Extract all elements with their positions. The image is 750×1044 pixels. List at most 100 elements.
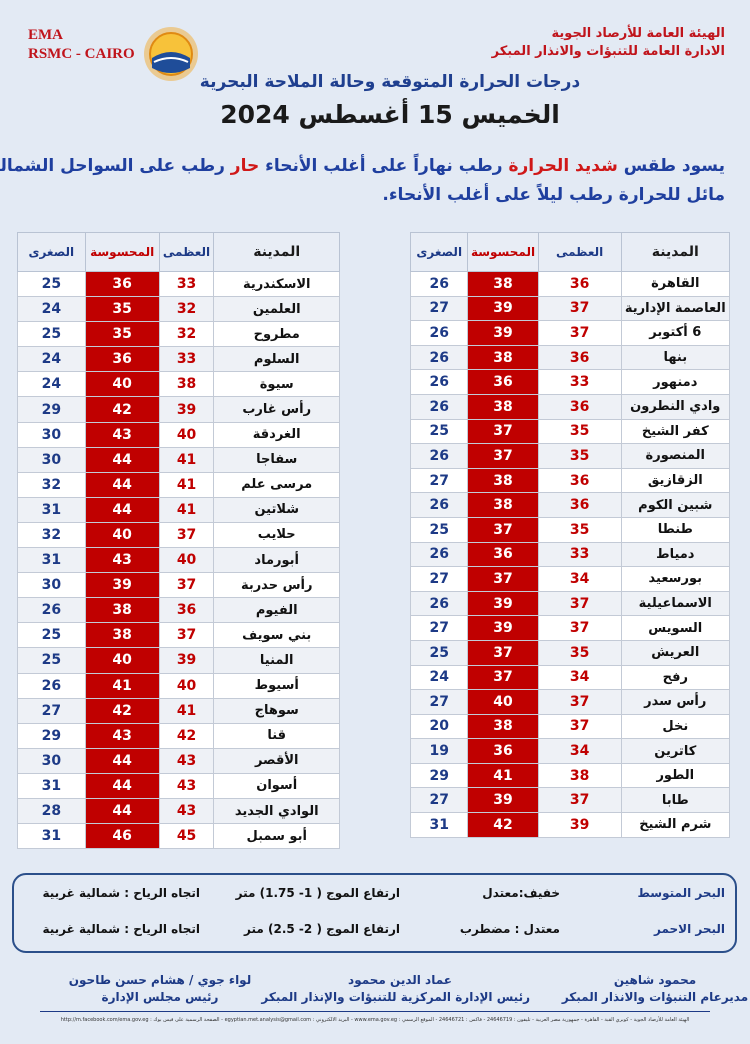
temp-cell: 44 xyxy=(84,496,160,523)
temp-cell: 25 xyxy=(17,321,86,348)
table-row: السويس 37 39 27 xyxy=(409,615,731,641)
temp-cell: 36 xyxy=(84,270,160,298)
column-header: المدينة xyxy=(213,232,340,272)
table-row: رفح 34 37 24 xyxy=(409,664,731,691)
temp-cell: 25 xyxy=(17,622,86,649)
city-cell: مرسى علم xyxy=(213,471,340,498)
column-header: المحسوسة xyxy=(84,232,160,272)
temp-cell: 29 xyxy=(17,396,86,423)
temp-cell: 34 xyxy=(537,664,622,691)
temp-cell: 24 xyxy=(17,346,86,373)
table-row: أسوان 43 44 31 xyxy=(17,772,340,799)
table-row: حلايب 37 40 32 xyxy=(17,521,340,549)
column-header: الصغرى xyxy=(409,232,469,272)
temp-cell: 42 xyxy=(158,722,215,749)
temp-cell: 41 xyxy=(158,471,215,498)
temp-cell: 30 xyxy=(17,572,86,599)
temp-cell: 31 xyxy=(17,823,86,850)
city-cell: بني سويف xyxy=(213,622,340,649)
city-cell: أسيوط xyxy=(213,672,340,699)
table-row: دمياط 33 36 26 xyxy=(409,541,731,568)
temp-cell: 37 xyxy=(537,689,622,715)
temp-cell: 39 xyxy=(467,787,539,814)
temp-cell: 20 xyxy=(409,713,469,740)
org-line: الادارة العامة للتنبؤات والانذار المبكر xyxy=(491,44,725,59)
temp-cell: 38 xyxy=(467,271,539,297)
temp-cell: 26 xyxy=(409,443,469,469)
temp-cell: 31 xyxy=(17,496,86,523)
footer: الهيئة العامة للأرصاد الجوية - كوبري الق… xyxy=(60,1017,690,1023)
temp-cell: 26 xyxy=(409,393,469,420)
temp-cell: 37 xyxy=(467,443,539,469)
temp-cell: 26 xyxy=(17,597,86,624)
table-row: طنطا 35 37 25 xyxy=(409,516,731,543)
temp-cell: 26 xyxy=(409,271,469,297)
temp-cell: 24 xyxy=(17,371,86,398)
temp-cell: 38 xyxy=(537,762,622,789)
marine-waves: ارتفاع الموج ( 1- 1.75) متر xyxy=(235,886,400,900)
temp-cell: 41 xyxy=(158,496,215,523)
temp-cell: 36 xyxy=(537,344,622,371)
header-row: المدينة العظمى المحسوسة الصغرى xyxy=(17,232,340,272)
temp-cell: 46 xyxy=(84,823,160,850)
temp-cell: 35 xyxy=(84,296,160,323)
city-cell: السلوم xyxy=(213,346,340,373)
table-row: الغردقة 40 43 30 xyxy=(17,421,340,448)
header-row: المدينة العظمى المحسوسة الصغرى xyxy=(409,232,731,272)
city-cell: 6 أكتوبر xyxy=(620,320,731,346)
temp-cell: 40 xyxy=(84,371,160,398)
temp-cell: 37 xyxy=(467,664,539,691)
marine-wind: اتجاه الرياح : شمالية غربية xyxy=(42,922,201,936)
temp-cell: 37 xyxy=(467,566,539,592)
column-header: الصغرى xyxy=(17,232,86,272)
temp-cell: 40 xyxy=(467,689,539,715)
temp-cell: 40 xyxy=(84,521,160,549)
city-cell: العلمين xyxy=(213,296,340,323)
table-row: الفيوم 36 38 26 xyxy=(17,597,340,624)
temp-cell: 43 xyxy=(158,772,215,799)
city-cell: أسوان xyxy=(213,772,340,799)
marine-sea: البحر المتوسط xyxy=(637,886,725,900)
temp-cell: 38 xyxy=(158,371,215,398)
marine-state: معتدل : مضطرب xyxy=(459,922,560,936)
temp-cell: 36 xyxy=(84,346,160,373)
city-cell: السويس xyxy=(620,615,731,641)
temp-cell: 25 xyxy=(409,418,469,445)
city-cell: دمنهور xyxy=(620,369,731,395)
city-cell: سفاجا xyxy=(213,446,340,473)
temp-cell: 37 xyxy=(537,590,622,617)
city-cell: دمياط xyxy=(620,541,731,568)
city-cell: رفح xyxy=(620,664,731,691)
forecast-segment: رطب نهاراً على أغلب الأنحاء xyxy=(259,156,509,176)
temp-cell: 35 xyxy=(84,321,160,348)
table-row: طابا 37 39 27 xyxy=(409,787,731,814)
table-row: شبين الكوم 36 38 26 xyxy=(409,492,731,518)
temp-cell: 37 xyxy=(537,295,622,322)
temp-cell: 41 xyxy=(158,446,215,473)
table-row: شرم الشيخ 39 42 31 xyxy=(409,812,731,838)
table-row: رأس سدر 37 40 27 xyxy=(409,689,731,715)
table-row: رأس غارب 39 42 29 xyxy=(17,396,340,423)
forecast-segment: شديد الحرارة xyxy=(508,156,618,176)
temp-cell: 38 xyxy=(467,713,539,740)
temperature-table: المدينة العظمى المحسوسة الصغرى الاسكندرية 33 3… xyxy=(17,232,340,850)
temp-cell: 25 xyxy=(17,647,86,674)
city-cell: شبين الكوم xyxy=(620,492,731,518)
temp-cell: 35 xyxy=(537,443,622,469)
temp-cell: 43 xyxy=(158,747,215,774)
temp-cell: 33 xyxy=(537,369,622,395)
footer-rule xyxy=(40,1011,710,1012)
marine-sea: البحر الاحمر xyxy=(653,922,725,936)
city-cell: رأس غارب xyxy=(213,396,340,423)
temp-cell: 38 xyxy=(467,393,539,420)
city-cell: المنصورة xyxy=(620,443,731,469)
marine-waves: ارتفاع الموج ( 2- 2.5) متر xyxy=(244,922,400,936)
city-cell: أبو سمبل xyxy=(213,823,340,850)
city-cell: الاسماعيلية xyxy=(620,590,731,617)
forecast-line: مائل للحرارة رطب ليلاً على أغلب الأنحاء. xyxy=(382,185,725,205)
city-cell: شلاتين xyxy=(213,496,340,523)
city-cell: وادي النطرون xyxy=(620,393,731,420)
temp-cell: 32 xyxy=(158,296,215,323)
temp-cell: 27 xyxy=(409,566,469,592)
temp-cell: 27 xyxy=(409,787,469,814)
